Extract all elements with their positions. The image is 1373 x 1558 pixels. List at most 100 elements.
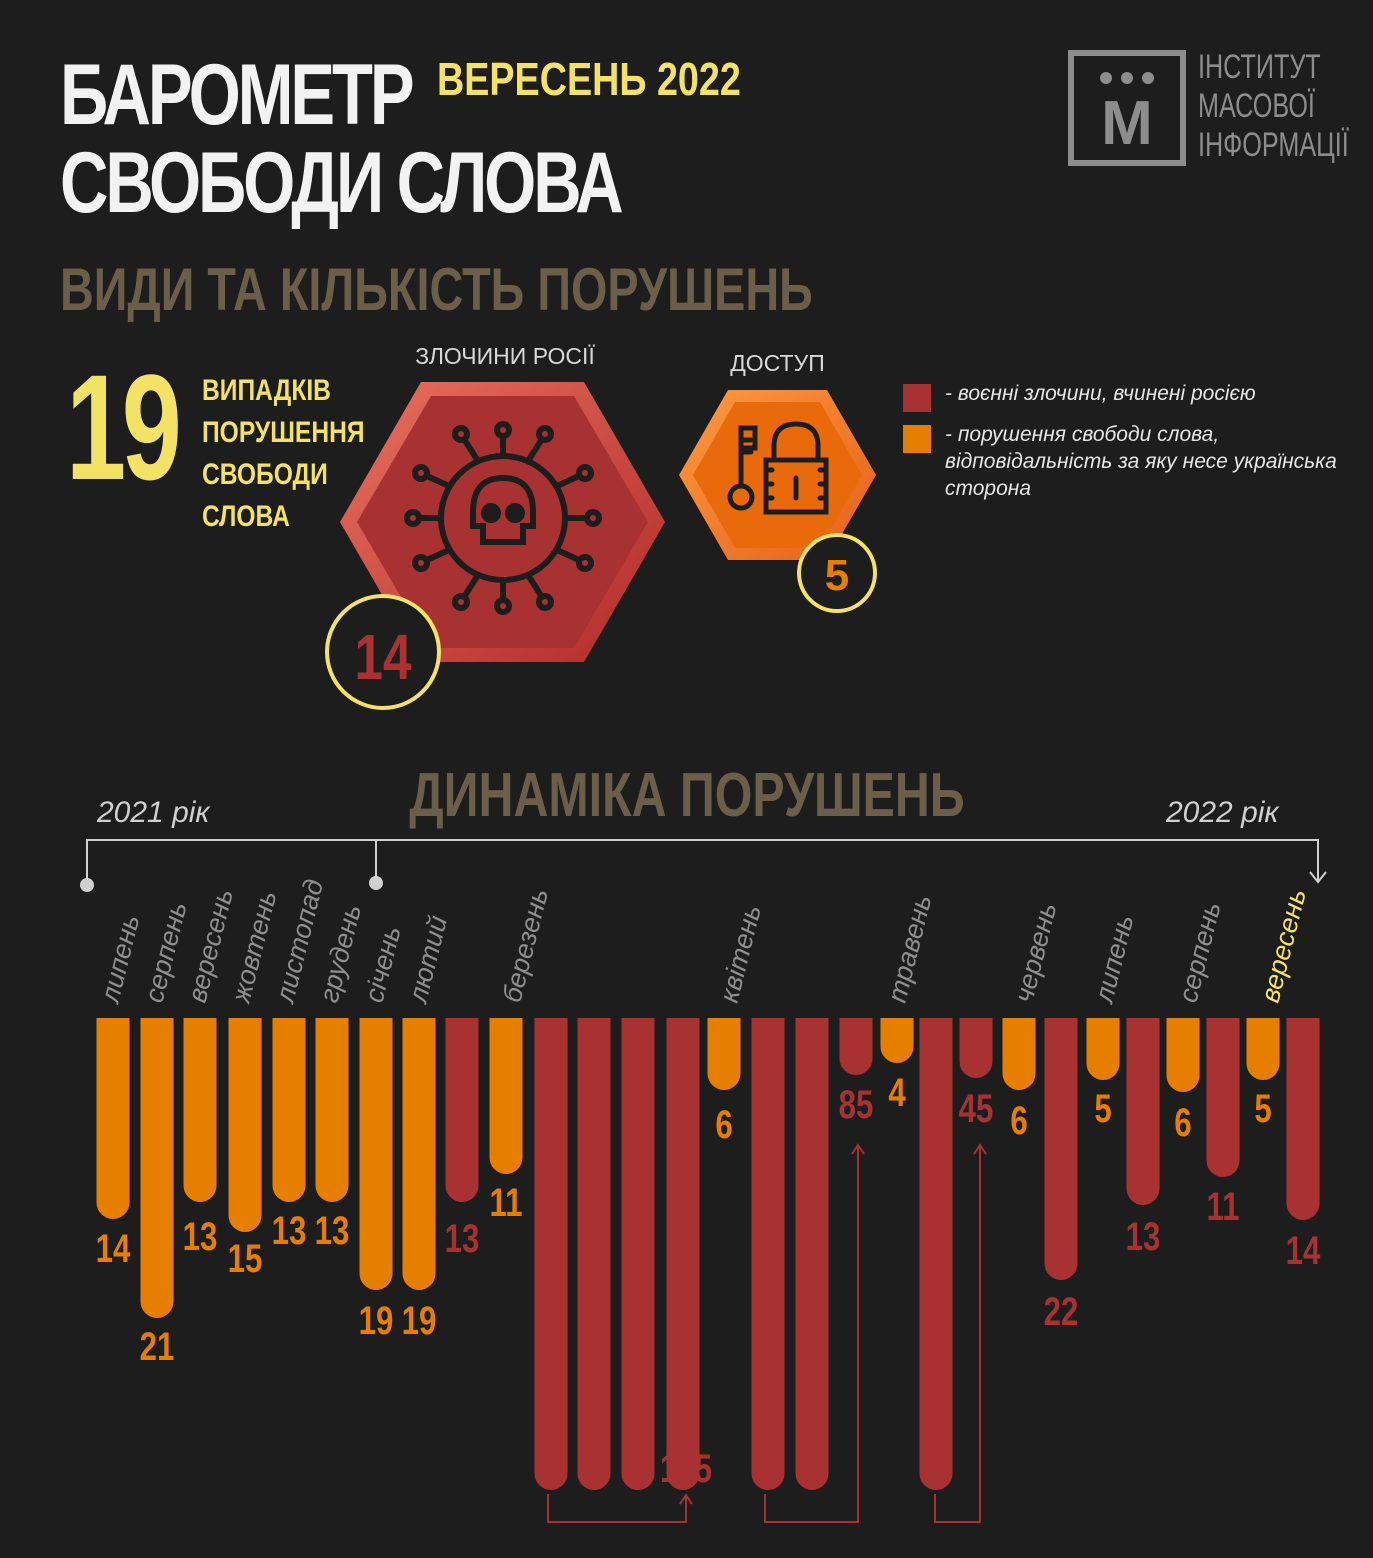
crimes-count-badge: 14 [325, 594, 441, 710]
bar-red [534, 1018, 568, 1490]
bar-value-label: 11 [490, 1180, 523, 1225]
legend-text: - воєнні злочини, вчинені росією [945, 382, 1256, 405]
bar-red [1126, 1018, 1160, 1205]
bar-orange [183, 1018, 217, 1202]
total-caption-line: СВОБОДИ [202, 458, 328, 491]
bars [96, 1018, 1320, 1490]
skull-virus-icon [404, 421, 602, 615]
bar-value-label: 15 [228, 1236, 263, 1281]
bar-value-label: 6 [1010, 1098, 1027, 1143]
bar-orange [359, 1018, 393, 1291]
logo-letter: М [1101, 89, 1153, 158]
page-title-line1: БАРОМЕТР [60, 47, 415, 143]
split-connectors [547, 1143, 987, 1523]
bar-value-label: 5 [1254, 1086, 1271, 1131]
bar-value-label: 4 [888, 1070, 905, 1115]
bar-value-label: 85 [839, 1082, 874, 1127]
bar-orange [228, 1018, 262, 1233]
bar-red [1286, 1018, 1320, 1221]
page-title-line2: СВОБОДИ СЛОВА [60, 135, 624, 231]
bar-orange [96, 1018, 130, 1220]
imi-logo: М [1068, 50, 1186, 166]
bar-value-label: 22 [1044, 1289, 1079, 1334]
bar-orange [1246, 1018, 1280, 1080]
legend: - воєнні злочини, вчинені росією - поруш… [903, 380, 1343, 516]
bar-value-label: 14 [1286, 1228, 1321, 1273]
month-label: вересень [1255, 886, 1312, 1006]
bar-value-label: 6 [715, 1102, 732, 1147]
timeline-dot [369, 876, 383, 890]
bar-orange [315, 1018, 349, 1202]
bar-orange [1086, 1018, 1120, 1080]
month-label: липень [1088, 912, 1139, 1008]
total-caption-line: ПОРУШЕННЯ [202, 416, 365, 449]
legend-swatch-red [903, 384, 931, 412]
logo-text-line: МАСОВОЇ [1198, 87, 1315, 125]
bar-red [795, 1018, 829, 1490]
total-caption: ВИПАДКІВ ПОРУШЕННЯ СВОБОДИ СЛОВА [202, 370, 366, 538]
bar-orange [1166, 1018, 1200, 1093]
bar-value-label: 14 [96, 1226, 131, 1271]
bar-value-label: 13 [272, 1208, 307, 1253]
month-label: березень [497, 885, 554, 1005]
bar-orange [489, 1018, 523, 1175]
month-label: травень [882, 892, 938, 1006]
bar-red [621, 1018, 655, 1490]
crimes-label: ЗЛОЧИНИ РОСІЇ [415, 343, 595, 369]
month-label: лютий [402, 913, 453, 1008]
month-labels: липеньсерпеньвересеньжовтеньлистопадгруд… [94, 876, 1312, 1007]
bar-orange [1002, 1018, 1036, 1090]
bar-orange [880, 1018, 914, 1063]
dynamics-title: ДИНАМІКА ПОРУШЕНЬ [408, 761, 965, 830]
bar-value-label: 21 [140, 1324, 175, 1369]
bar-red [839, 1018, 873, 1076]
bar-value-label: 13 [183, 1214, 218, 1259]
summary-graphics: 14 5 [325, 382, 877, 710]
access-label: ДОСТУП [730, 350, 825, 376]
bar-orange [707, 1018, 741, 1090]
bar-value-label: 19 [402, 1298, 437, 1343]
bar-value-label: 5 [1094, 1086, 1111, 1131]
month-label: червень [1009, 900, 1063, 1006]
bar-red [666, 1018, 700, 1490]
bar-orange [402, 1018, 436, 1291]
legend-text: - порушення свободи слова, відповідальні… [945, 423, 1337, 500]
month-label: квітень [714, 902, 767, 1006]
bar-value-label: 13 [315, 1208, 350, 1253]
timeline-dot [80, 878, 94, 892]
bar-value-label: 155 [660, 1446, 712, 1491]
key-lock-icon [727, 421, 829, 515]
section-subtitle: ВИДИ ТА КІЛЬКІСТЬ ПОРУШЕНЬ [60, 256, 813, 323]
bar-red [445, 1018, 479, 1202]
logo-text-line: ІНСТИТУТ [1198, 48, 1321, 86]
month-label: січень [359, 923, 407, 1006]
bar-red [1206, 1018, 1240, 1177]
year-label-left: 2021 рік [97, 796, 210, 829]
bar-value-label: 19 [359, 1298, 394, 1343]
month-label: липень [94, 912, 145, 1008]
logo-text: ІНСТИТУТ МАСОВОЇ ІНФОРМАЦІЇ [1198, 48, 1349, 165]
timeline-bracket [86, 839, 1327, 884]
bar-value-label: 11 [1207, 1184, 1240, 1229]
bar-orange [140, 1018, 174, 1319]
bar-red [577, 1018, 611, 1490]
total-count: 19 [66, 343, 182, 511]
legend-item: - порушення свободи слова, відповідальні… [903, 421, 1343, 502]
bar-value-label: 6 [1174, 1100, 1191, 1145]
legend-item: - воєнні злочини, вчинені росією [903, 380, 1343, 412]
year-label-right: 2022 рік [1166, 796, 1279, 829]
month-label: грудень [314, 901, 367, 1005]
legend-swatch-orange [903, 425, 931, 453]
total-caption-line: ВИПАДКІВ [202, 374, 331, 407]
report-month: ВЕРЕСЕНЬ 2022 [437, 53, 741, 105]
bar-red [959, 1018, 993, 1078]
bar-value-label: 13 [445, 1216, 480, 1261]
bar-value-label: 45 [959, 1086, 994, 1131]
bar-red [919, 1018, 953, 1490]
bar-red [751, 1018, 785, 1490]
total-caption-line: СЛОВА [202, 500, 290, 533]
month-label: серпень [1173, 899, 1227, 1006]
crimes-hexagon [340, 382, 665, 662]
